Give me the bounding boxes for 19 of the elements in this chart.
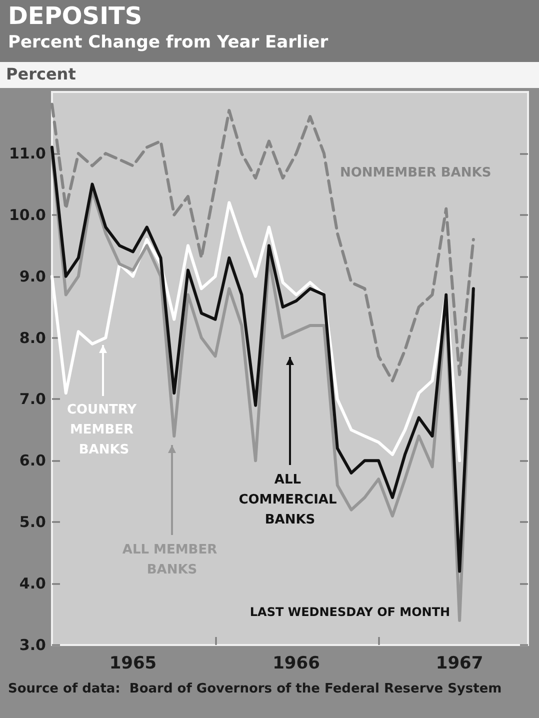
chart-title: DEPOSITS <box>8 2 142 30</box>
y-tick-label: 8.0 <box>19 328 46 347</box>
x-tick-label: 1965 <box>109 654 157 674</box>
series-label: ALL COMMERCIAL BANKS <box>238 472 342 528</box>
x-tick-label: 1966 <box>272 654 320 674</box>
y-tick-label: 9.0 <box>19 267 46 286</box>
y-tick-label: 3.0 <box>19 636 46 654</box>
y-tick-label: 5.0 <box>19 513 46 532</box>
annotation: LAST WEDNESDAY OF MONTH <box>250 605 450 619</box>
x-tick-label: 1967 <box>436 654 484 674</box>
y-tick-label: 11.0 <box>8 144 46 162</box>
y-tick-label: 7.0 <box>19 390 46 408</box>
source-note: Source of data: Board of Governors of the Federal Reserve System <box>8 682 502 696</box>
series-label: NONMEMBER BANKS <box>340 166 492 180</box>
y-tick-label: 4.0 <box>19 574 46 593</box>
y-tick-label: 10.0 <box>8 206 46 224</box>
chart-subtitle: Percent Change from Year Earlier <box>8 32 329 52</box>
y-axis-title: Percent <box>6 64 76 84</box>
y-tick-label: 6.0 <box>19 452 46 470</box>
